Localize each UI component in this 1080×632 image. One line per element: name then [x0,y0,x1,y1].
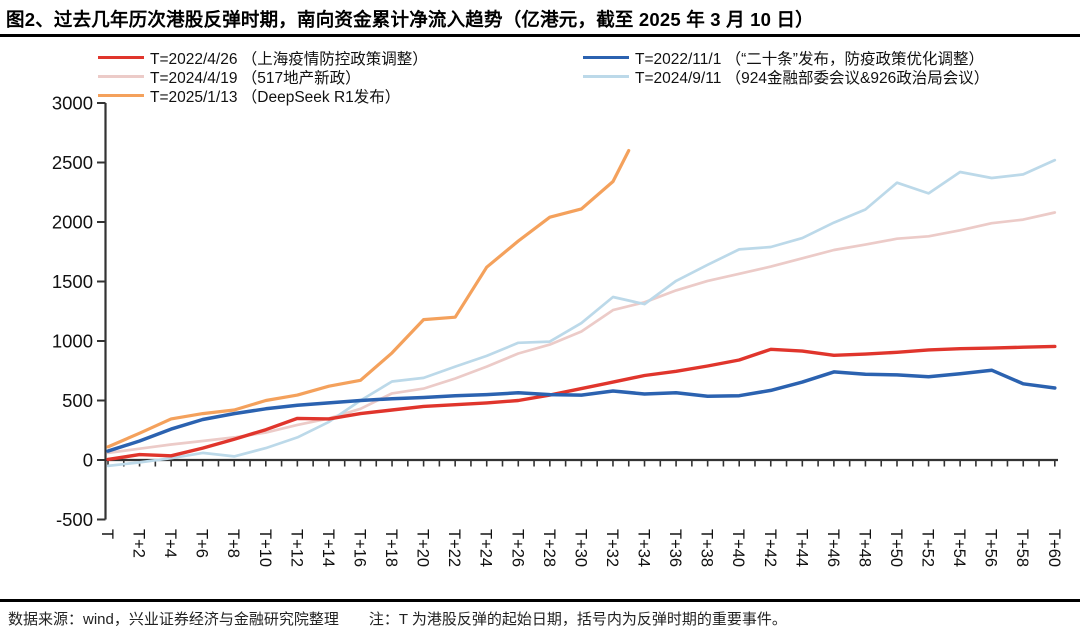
x-tick-label: T [98,529,116,539]
legend-line-swatch [98,75,144,78]
series-line-2022-04-26 [106,344,1057,462]
x-tick-label: T+34 [635,529,653,567]
x-tick-label: T+16 [350,529,368,567]
x-tick-label: T+60 [1045,529,1063,567]
y-tick-label: 1000 [52,331,93,352]
legend-line-swatch [98,94,144,97]
x-tick-label: T+24 [477,529,495,567]
x-tick-label: T+40 [729,529,747,567]
x-tick-label: T+6 [193,529,211,558]
series-line-2024-09-11 [106,158,1057,468]
legend-left-column: T=2022/4/26 （上海疫情防控政策调整） T=2024/4/19 （517… [98,48,428,106]
y-tick-label: 500 [62,390,93,411]
x-tick-label: T+4 [161,529,179,558]
legend-item-2022-04-26: T=2022/4/26 （上海疫情防控政策调整） [98,48,428,68]
legend-item-2022-11-01: T=2022/11/1 （“二十条”发布，防疫政策优化调整） [583,48,989,68]
x-tick-label: T+46 [824,529,842,567]
legend-line-swatch [98,56,144,59]
x-tick-label: T+22 [445,529,463,567]
y-tick-label: 3000 [52,93,93,114]
x-tick-label: T+28 [540,529,558,567]
legend-item-2024-09-11: T=2024/9/11 （924金融部委会议&926政治局会议） [583,67,990,87]
x-tick-label: T+8 [224,529,242,558]
x-tick-label: T+32 [603,529,621,567]
y-tick-label: 2500 [52,152,93,173]
legend-label: T=2024/9/11 （924金融部委会议&926政治局会议） [635,69,990,87]
figure-title: 图2、过去几年历次港股反弹时期，南向资金累计净流入趋势（亿港元，截至 2025 … [6,9,814,30]
x-tick-label: T+56 [982,529,1000,567]
series-line-2025-01-13 [106,149,631,449]
y-tick-label: 1500 [52,271,93,292]
y-tick-label: 2000 [52,212,93,233]
y-tick-label: 0 [83,450,93,471]
legend-line-swatch [583,75,629,78]
x-tick-label: T+50 [887,529,905,567]
legend-item-2025-01-13: T=2025/1/13 （DeepSeek R1发布） [98,86,428,106]
footer-divider [0,599,1080,602]
x-tick-label: T+52 [919,529,937,567]
x-tick-label: T+36 [666,529,684,567]
legend-right-column: T=2022/11/1 （“二十条”发布，防疫政策优化调整） T=2024/9/1… [583,48,990,87]
legend-label: T=2024/4/19 （517地产新政） [150,69,361,87]
title-divider [0,34,1080,37]
legend-label: T=2022/11/1 （“二十条”发布，防疫政策优化调整） [635,50,984,68]
legend-line-swatch [583,56,629,59]
x-tick-label: T+54 [950,529,968,567]
x-tick-label: T+30 [571,529,589,567]
legend-label: T=2025/1/13 （DeepSeek R1发布） [150,88,401,106]
x-tick-label: T+26 [508,529,526,567]
x-tick-label: T+2 [130,529,148,558]
series-line-2024-04-19 [106,211,1057,455]
x-tick-label: T+48 [855,529,873,567]
x-tick-label: T+58 [1013,529,1031,567]
x-tick-label: T+14 [319,529,337,567]
legend-item-2024-04-19: T=2024/4/19 （517地产新政） [98,67,428,87]
x-tick-label: T+44 [792,529,810,567]
source-note: 数据来源：wind，兴业证券经济与金融研究院整理 注：T 为港股反弹的起始日期，… [8,611,787,628]
x-tick-label: T+18 [382,529,400,567]
x-tick-label: T+42 [761,529,779,567]
x-tick-label: T+10 [256,529,274,567]
legend-label: T=2022/4/26 （上海疫情防控政策调整） [150,50,428,68]
x-tick-label: T+20 [414,529,432,567]
series-line-2022-11-01 [106,368,1057,453]
y-tick-label: -500 [56,509,93,530]
x-tick-label: T+12 [287,529,305,567]
x-tick-label: T+38 [698,529,716,567]
